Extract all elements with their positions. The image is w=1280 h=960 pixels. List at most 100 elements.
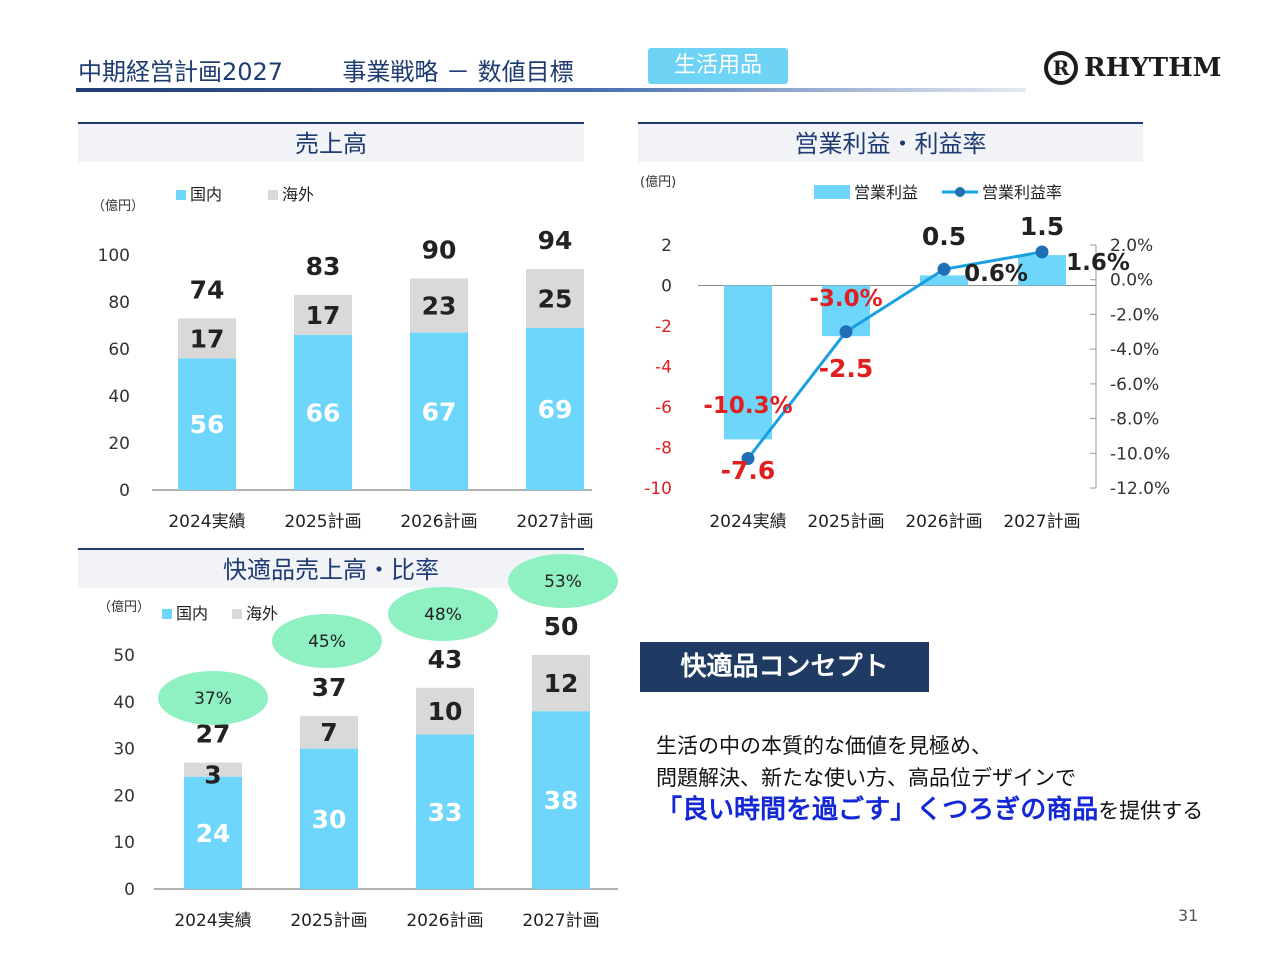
data-label-overseas: 10 xyxy=(428,697,463,726)
data-label-profit: 1.5 xyxy=(1020,212,1064,241)
data-label-total: 50 xyxy=(544,612,579,641)
legend-swatch-bar xyxy=(814,185,850,199)
line-point xyxy=(1035,245,1049,259)
y-tick-label: 60 xyxy=(108,340,130,360)
data-label-margin: -3.0% xyxy=(809,286,882,312)
logo-mark-icon: R xyxy=(1044,51,1078,85)
data-label-margin: -10.3% xyxy=(703,393,792,419)
data-label-overseas: 3 xyxy=(204,761,221,790)
data-label-overseas: 12 xyxy=(544,669,579,698)
x-tick-label: 2024実績 xyxy=(168,512,245,532)
concept-emphasis: 「良い時間を過ごす」くつろぎの商品 xyxy=(656,795,1099,825)
bar-operating-profit xyxy=(1018,255,1066,286)
y2-tick-label: -8.0% xyxy=(1110,410,1159,430)
data-label-domestic: 69 xyxy=(538,395,573,424)
bar-overseas xyxy=(410,278,468,333)
data-label-overseas: 25 xyxy=(538,284,573,313)
profit-chart: (億円) 営業利益 営業利益率 -10 -8 -6 -4 -2 0 2 2.0% 0.0% -2.0% -… xyxy=(640,174,1170,532)
y-tick-label: 50 xyxy=(113,646,135,666)
y-tick-label: 20 xyxy=(108,434,130,454)
concept-line-1: 生活の中の本質的な価値を見極め、 xyxy=(656,734,992,758)
x-tick-label: 2027計画 xyxy=(1003,512,1080,532)
data-label-overseas: 7 xyxy=(320,718,337,747)
legend-label: 国内 xyxy=(190,185,222,204)
segment-badge: 生活用品 xyxy=(648,48,788,84)
bar-domestic xyxy=(294,334,352,490)
y-tick-label: 0 xyxy=(661,277,672,297)
data-label-total: 74 xyxy=(190,275,225,304)
y2-tick-label: -6.0% xyxy=(1110,375,1159,395)
company-logo: R RHYTHM xyxy=(1044,48,1221,88)
bar-overseas xyxy=(178,318,236,359)
legend-swatch xyxy=(232,609,242,619)
x-tick-label: 2025計画 xyxy=(290,911,367,931)
bar-operating-profit xyxy=(724,285,772,440)
y-tick-label: -2 xyxy=(655,317,672,337)
data-label-domestic: 30 xyxy=(312,805,347,834)
y2-tick-label: -4.0% xyxy=(1110,340,1159,360)
line-point xyxy=(839,325,853,339)
data-label-domestic: 56 xyxy=(190,410,225,439)
y-tick-label: 30 xyxy=(113,740,135,760)
line-point xyxy=(741,451,755,465)
series-line-margin xyxy=(746,250,1043,460)
legend-swatch-point xyxy=(955,187,965,197)
ratio-bubble xyxy=(388,587,498,641)
data-label-overseas: 17 xyxy=(190,324,225,353)
concept-line-2: 問題解決、新たな使い方、高品位デザインで xyxy=(656,766,1076,790)
bar-overseas xyxy=(526,269,584,328)
y-tick-label: 20 xyxy=(113,786,135,806)
concept-title: 快適品コンセプト xyxy=(640,642,929,692)
bar-domestic xyxy=(532,711,590,889)
y2-tick-label: -12.0% xyxy=(1110,479,1170,499)
y2-tick-label: -10.0% xyxy=(1110,444,1170,464)
bar-overseas xyxy=(532,655,590,712)
y2-tick-label: -2.0% xyxy=(1110,305,1159,325)
bar-domestic xyxy=(184,776,242,889)
y-tick-label: 0 xyxy=(124,880,135,900)
y2-tick-label: 0.0% xyxy=(1110,271,1153,291)
bar-overseas xyxy=(416,687,474,735)
legend-label: 営業利益 xyxy=(854,183,918,202)
line-point xyxy=(937,262,951,276)
data-label-total: 37 xyxy=(312,673,347,702)
bar-domestic xyxy=(300,748,358,889)
y-tick-label: 10 xyxy=(113,833,135,853)
page-title-section: 事業戦略 － 数値目標 xyxy=(342,58,574,86)
data-label-total: 94 xyxy=(538,226,573,255)
sales-panel-title: 売上高 xyxy=(78,122,584,162)
x-tick-label: 2025計画 xyxy=(807,512,884,532)
data-label-domestic: 67 xyxy=(422,397,457,426)
data-label-margin: 1.6% xyxy=(1066,250,1130,276)
y-axis-unit-label: （億円） xyxy=(98,599,150,615)
header-divider xyxy=(76,88,1026,92)
bar-operating-profit xyxy=(920,275,968,286)
page-number: 31 xyxy=(1178,906,1199,925)
ratio-bubble xyxy=(158,671,268,725)
y-tick-label: 2 xyxy=(661,236,672,256)
x-tick-label: 2027計画 xyxy=(516,512,593,532)
bar-domestic xyxy=(526,327,584,490)
x-tick-label: 2024実績 xyxy=(709,512,786,532)
bar-domestic xyxy=(178,358,236,490)
data-label-overseas: 23 xyxy=(422,292,457,321)
ratio-label: 48% xyxy=(424,605,462,625)
data-label-profit: -7.6 xyxy=(721,456,776,485)
y-tick-label: -4 xyxy=(655,358,672,378)
legend-swatch xyxy=(268,190,278,200)
sales-chart: （億円） 国内 海外 0 20 40 60 80 100 56 17 74 2024実績 66 17 83 20… xyxy=(92,185,594,532)
bar-overseas xyxy=(184,762,242,777)
concept-line-3: を提供する xyxy=(1098,799,1204,823)
y-axis-unit-label: （億円） xyxy=(92,198,144,214)
x-tick-label: 2025計画 xyxy=(284,512,361,532)
bar-overseas xyxy=(300,715,358,749)
data-label-domestic: 38 xyxy=(544,786,579,815)
profit-panel-title: 営業利益・利益率 xyxy=(638,122,1143,162)
x-tick-label: 2027計画 xyxy=(522,911,599,931)
legend-swatch xyxy=(162,609,172,619)
y-tick-label: 100 xyxy=(98,246,130,266)
y-tick-label: -8 xyxy=(655,439,672,459)
data-label-total: 90 xyxy=(422,236,457,265)
data-label-total: 43 xyxy=(428,645,463,674)
data-label-domestic: 24 xyxy=(196,819,231,848)
